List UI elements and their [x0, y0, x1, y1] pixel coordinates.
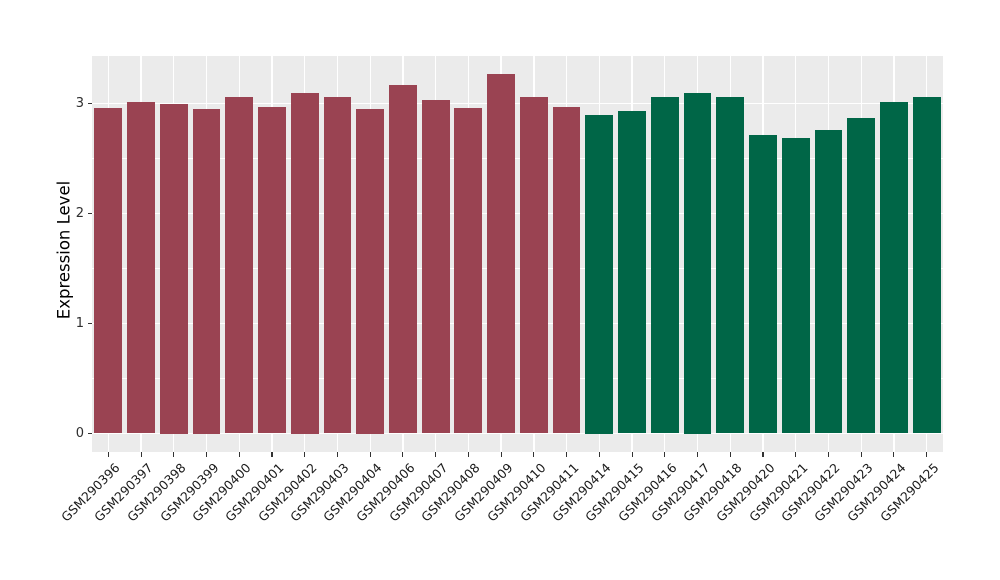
x-tick-mark: [631, 452, 633, 457]
bar-GSM290411: [552, 106, 581, 434]
bar-GSM290425: [912, 96, 941, 434]
x-tick-mark: [500, 452, 502, 457]
bar-GSM290401: [258, 106, 286, 434]
x-tick-mark: [402, 452, 404, 457]
x-tick-mark: [566, 452, 568, 457]
x-tick-mark: [729, 452, 731, 457]
x-tick-mark: [435, 452, 437, 457]
bar-GSM290407: [421, 100, 450, 434]
bar-GSM290414: [585, 114, 614, 434]
x-tick-mark: [827, 452, 829, 457]
x-tick-mark: [140, 452, 142, 457]
bar-GSM290416: [650, 96, 679, 434]
y-tick-label: 0: [75, 425, 84, 441]
bar-GSM290421: [781, 137, 810, 434]
x-tick-mark: [107, 452, 109, 457]
y-tick-mark: [87, 322, 92, 325]
x-tick-mark: [598, 452, 600, 457]
x-tick-mark: [369, 452, 371, 457]
x-tick-mark: [696, 452, 699, 457]
y-axis-title: Expression Level: [54, 180, 74, 320]
x-tick-mark: [206, 452, 208, 457]
bar-GSM290424: [879, 102, 908, 434]
x-tick-mark: [238, 452, 240, 457]
bar-GSM290423: [847, 117, 876, 434]
x-tick-mark: [173, 452, 175, 457]
gridline-minor: [92, 268, 943, 269]
y-tick-mark: [87, 432, 92, 435]
bar-GSM290396: [94, 107, 123, 434]
gridline-minor: [92, 158, 943, 159]
plot-panel: [92, 56, 943, 452]
y-tick-label: 1: [75, 315, 84, 331]
gridline-major: [92, 212, 943, 215]
y-tick-mark: [87, 212, 92, 215]
x-tick-mark: [795, 452, 797, 457]
bar-GSM290420: [749, 135, 777, 434]
x-tick-mark: [664, 452, 666, 457]
y-tick-mark: [87, 102, 92, 105]
gridline-minor: [92, 378, 943, 379]
bar-GSM290398: [159, 103, 188, 434]
x-tick-mark: [762, 452, 764, 457]
bar-GSM290403: [323, 96, 352, 434]
x-tick-mark: [336, 452, 339, 457]
gridline-major: [92, 102, 943, 105]
bar-GSM290417: [683, 92, 712, 434]
bar-GSM290400: [225, 96, 254, 434]
bar-GSM290408: [454, 107, 483, 434]
x-tick-mark: [860, 452, 862, 457]
y-tick-label: 2: [75, 205, 84, 221]
bar-GSM290399: [192, 109, 221, 434]
gridline-major: [92, 432, 943, 435]
bar-GSM290418: [716, 96, 745, 434]
bar-GSM290402: [290, 92, 319, 434]
gridline-major: [92, 322, 943, 325]
bar-GSM290422: [814, 129, 843, 434]
x-tick-mark: [304, 452, 306, 457]
bar-GSM290406: [389, 84, 417, 434]
x-tick-mark: [533, 452, 535, 457]
x-tick-mark: [893, 452, 895, 457]
y-tick-label: 3: [75, 95, 84, 111]
x-tick-mark: [467, 452, 469, 457]
x-tick-mark: [271, 452, 273, 457]
bar-GSM290404: [356, 109, 385, 434]
bar-GSM290397: [127, 102, 155, 434]
bar-GSM290410: [519, 96, 548, 434]
x-tick-mark: [926, 452, 928, 457]
bar-GSM290409: [487, 73, 516, 434]
bar-GSM290415: [618, 111, 646, 434]
